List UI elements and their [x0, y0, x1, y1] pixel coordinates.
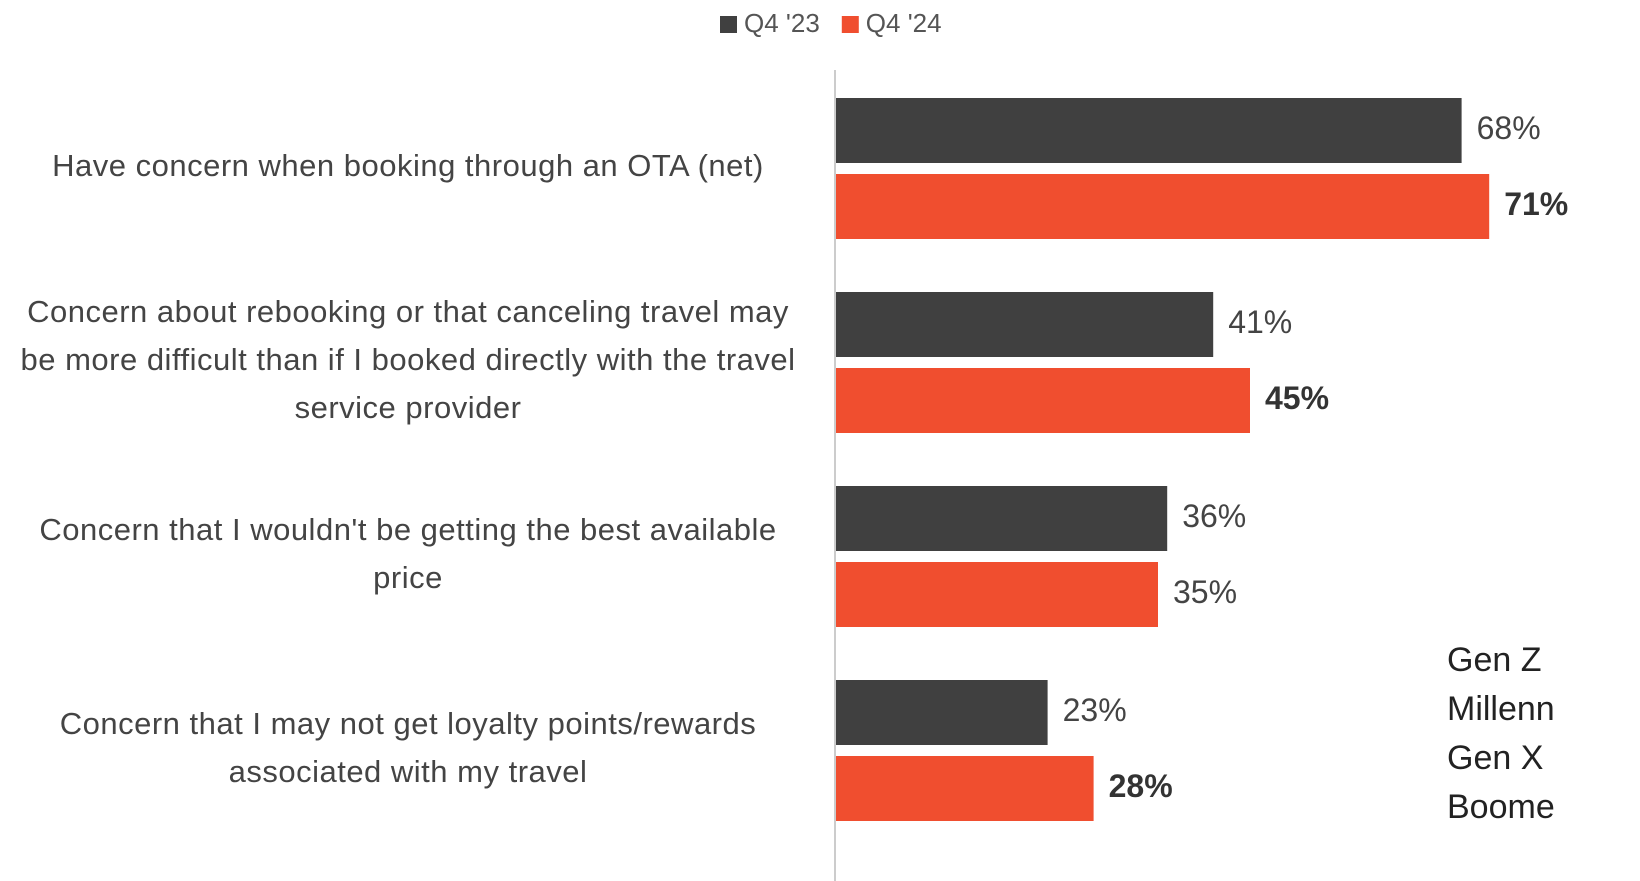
bar: [836, 680, 1048, 745]
value-label: 41%: [1228, 304, 1292, 340]
annotation: Gen X: [1447, 739, 1543, 777]
bar: [836, 756, 1094, 821]
value-label: 45%: [1265, 380, 1329, 416]
legend-swatch: [841, 16, 859, 33]
bar: [836, 292, 1214, 357]
annotation: Boome: [1447, 788, 1555, 826]
annotation: Millenn: [1447, 690, 1555, 728]
bar: [836, 368, 1250, 433]
bar: [836, 562, 1158, 627]
category-label: Concern that I wouldn't be getting the b…: [39, 512, 777, 595]
bar: [836, 174, 1490, 239]
value-label: 71%: [1504, 186, 1568, 222]
value-label: 35%: [1173, 574, 1237, 610]
value-label: 36%: [1182, 498, 1246, 534]
annotation: Gen Z: [1447, 641, 1541, 679]
bar: [836, 98, 1462, 163]
legend-swatch: [720, 16, 737, 33]
value-label: 28%: [1109, 768, 1173, 804]
legend-label: Q4 '24: [866, 8, 942, 38]
category-label: Have concern when booking through an OTA…: [52, 148, 764, 183]
value-label: 68%: [1477, 110, 1541, 146]
bar: [836, 486, 1168, 551]
category-label: Concern about rebooking or that cancelin…: [20, 294, 796, 425]
value-label: 23%: [1063, 692, 1127, 728]
category-label: Concern that I may not get loyalty point…: [59, 706, 757, 789]
legend-label: Q4 '23: [744, 8, 820, 38]
